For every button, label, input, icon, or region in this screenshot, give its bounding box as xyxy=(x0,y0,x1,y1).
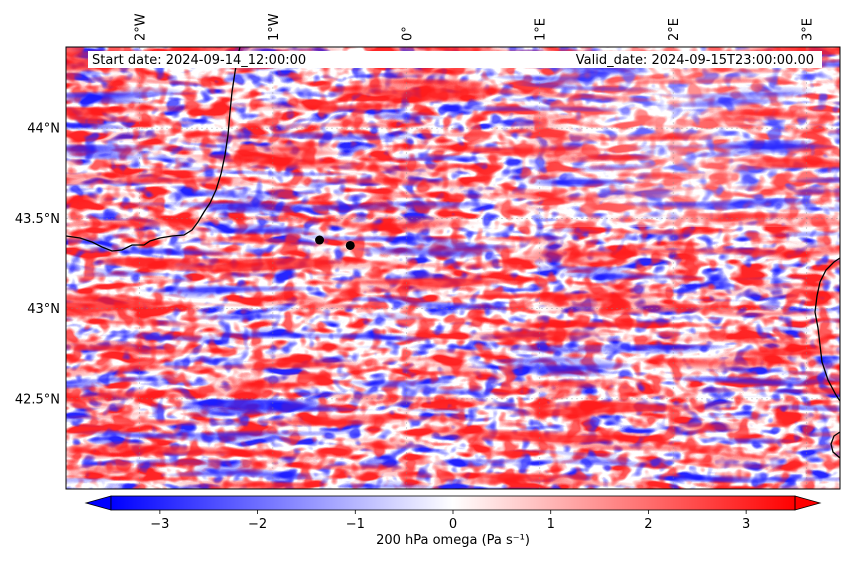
colorbar-tick-label-1: −2 xyxy=(248,517,267,532)
lat-tick-label-2: 43°N xyxy=(27,302,60,317)
longitude-tick-labels: 2°W 1°W 0° 1°E 2°E 3°E xyxy=(133,13,815,41)
lon-tick-label-3: 1°E xyxy=(534,18,549,41)
header-box xyxy=(88,51,822,68)
colorbar-tick-label-5: 2 xyxy=(644,517,652,532)
mediterranean-coastline xyxy=(814,257,840,402)
omega-field-fine-texture xyxy=(66,47,526,489)
coastlines xyxy=(66,47,840,459)
mediterranean-coastline-south xyxy=(830,431,840,459)
colorbar-tick-label-0: −3 xyxy=(150,517,169,532)
colorbar-tick-label-6: 3 xyxy=(742,517,750,532)
lat-tick-label-3: 42.5°N xyxy=(15,392,60,407)
lat-tick-label-0: 44°N xyxy=(27,122,60,137)
gridlines xyxy=(66,47,840,489)
lat-tick-label-1: 43.5°N xyxy=(15,212,60,227)
station-marker-1 xyxy=(345,240,355,250)
omega-field xyxy=(66,47,840,489)
colorbar-label: 200 hPa omega (Pa s⁻¹) xyxy=(376,533,530,548)
colorbar-extend-low xyxy=(84,495,112,511)
lon-tick-label-4: 2°E xyxy=(667,18,682,41)
omega-field-banded-texture xyxy=(480,200,840,489)
omega-field-calm-zone xyxy=(470,47,840,227)
colorbar-gradient xyxy=(111,496,795,510)
colorbar-extend-high xyxy=(794,495,822,511)
lon-tick-label-5: 3°E xyxy=(801,18,816,41)
colorbar-tick-label-4: 1 xyxy=(547,517,555,532)
lon-tick-label-2: 0° xyxy=(400,26,415,41)
colorbar-ticks: −3 −2 −1 0 1 2 3 xyxy=(150,510,750,532)
station-markers xyxy=(315,235,355,250)
lon-tick-label-0: 2°W xyxy=(133,13,148,41)
station-marker-0 xyxy=(315,235,325,245)
colorbar: −3 −2 −1 0 1 2 3 200 hPa omega (Pa s⁻¹) xyxy=(84,495,822,548)
valid-date-text: Valid_date: 2024-09-15T23:00:00.00 xyxy=(576,53,814,68)
map-frame xyxy=(65,46,841,490)
colorbar-tick-label-3: 0 xyxy=(449,517,457,532)
latitude-tick-labels: 44°N 43.5°N 43°N 42.5°N xyxy=(15,122,60,408)
start-date-text: Start date: 2024-09-14_12:00:00 xyxy=(92,53,306,68)
atlantic-coastline xyxy=(66,47,241,252)
colorbar-tick-label-2: −1 xyxy=(346,517,365,532)
map-panel: Start date: 2024-09-14_12:00:00 Valid_da… xyxy=(65,46,841,490)
lon-tick-label-1: 1°W xyxy=(267,13,282,41)
